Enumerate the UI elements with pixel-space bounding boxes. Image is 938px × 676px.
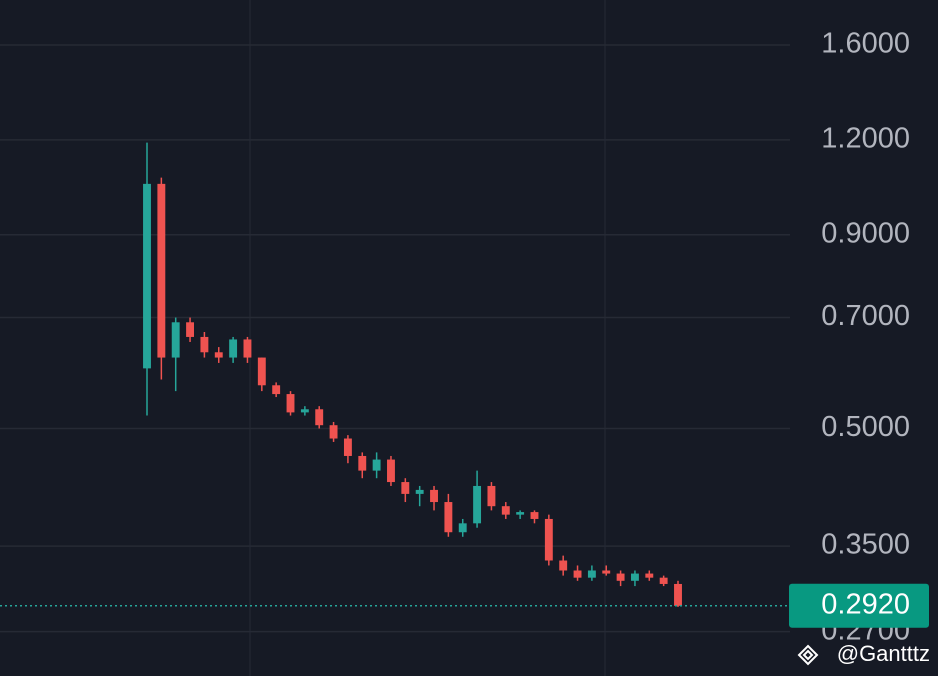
candle-body bbox=[157, 183, 166, 358]
y-tick-label: 0.7000 bbox=[821, 300, 910, 332]
candle-body bbox=[559, 560, 568, 571]
candle-body bbox=[329, 425, 338, 439]
candle-body bbox=[286, 394, 295, 413]
y-tick-label: 1.2000 bbox=[821, 123, 910, 155]
candle-body bbox=[214, 352, 223, 358]
labels: 1.60001.20000.90000.70000.50000.35000.27… bbox=[789, 28, 930, 666]
candle-body bbox=[358, 455, 367, 471]
candle-body bbox=[630, 573, 639, 581]
candle-body bbox=[229, 339, 238, 358]
grid bbox=[0, 44, 790, 633]
candle-body bbox=[171, 322, 180, 358]
candle-body bbox=[458, 523, 467, 533]
watermark-logo bbox=[797, 644, 819, 666]
y-tick-label: 0.9000 bbox=[821, 217, 910, 249]
candle-body bbox=[343, 438, 352, 456]
candle-body bbox=[257, 357, 266, 386]
candle-body bbox=[587, 570, 596, 578]
last-price-box bbox=[789, 583, 929, 628]
candle-body bbox=[430, 489, 438, 503]
candle-body bbox=[501, 506, 510, 515]
candle-body bbox=[243, 339, 252, 358]
candle-body bbox=[473, 485, 482, 524]
watermark-icon bbox=[797, 644, 819, 666]
candle-body bbox=[300, 409, 309, 413]
candles bbox=[0, 142, 790, 607]
candle-body bbox=[401, 482, 410, 494]
watermark: @Gantttz bbox=[837, 641, 930, 666]
candle-body bbox=[487, 485, 496, 507]
candle-body bbox=[602, 570, 611, 574]
candle-body bbox=[645, 573, 654, 578]
candle-body bbox=[616, 573, 625, 581]
y-tick-label: 0.5000 bbox=[821, 411, 910, 443]
candle-body bbox=[659, 577, 668, 584]
candle-body bbox=[573, 570, 582, 578]
candle-body bbox=[315, 409, 324, 426]
last-price-label: 0.2920 bbox=[821, 588, 910, 620]
candle-body bbox=[415, 489, 424, 494]
y-tick-label: 1.6000 bbox=[821, 28, 910, 60]
y-tick-label: 0.3500 bbox=[821, 529, 910, 561]
candle-body bbox=[674, 583, 682, 606]
candle-body bbox=[387, 459, 395, 483]
candle-body bbox=[516, 512, 525, 515]
candle-body bbox=[444, 502, 453, 533]
candle-body bbox=[186, 322, 195, 337]
candle-body bbox=[143, 183, 151, 369]
candle-body bbox=[200, 336, 209, 353]
candle-body bbox=[530, 512, 539, 519]
candle-body bbox=[272, 385, 281, 395]
candle-body bbox=[372, 459, 381, 471]
candle-body bbox=[544, 518, 553, 561]
